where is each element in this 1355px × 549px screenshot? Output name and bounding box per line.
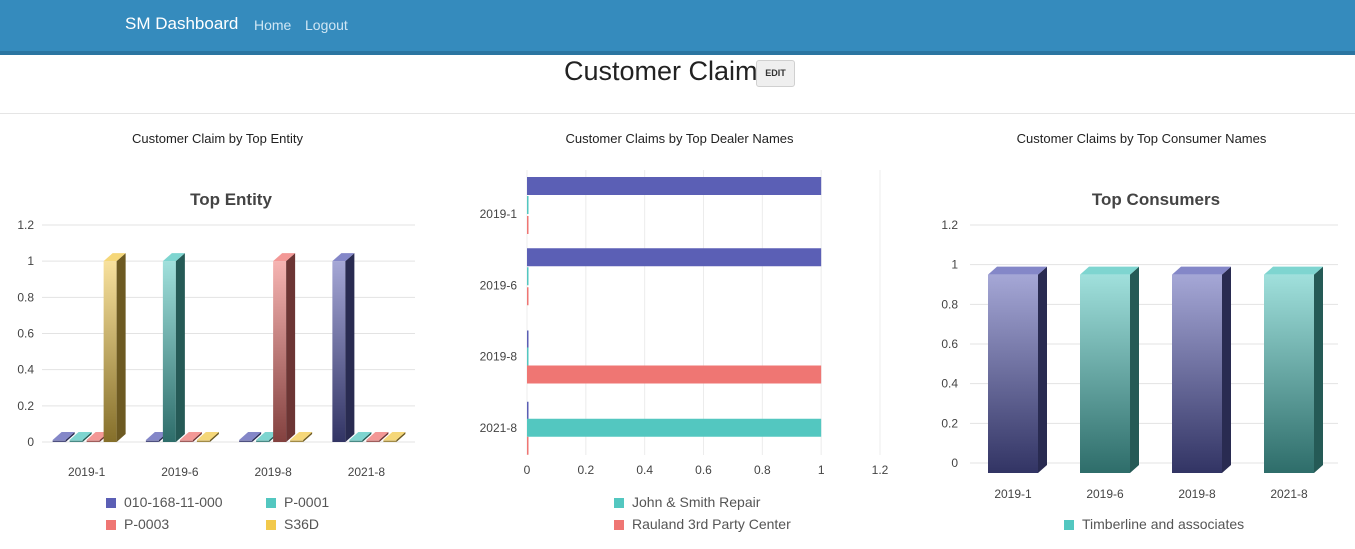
dealer-legend-item[interactable]: John & Smith Repair [614, 494, 760, 510]
x-tick-label: 2019-1 [994, 487, 1032, 501]
panel-title-dealer: Customer Claims by Top Dealer Names [565, 131, 794, 146]
dealer-bar [527, 330, 529, 349]
panel-title-consumer: Customer Claims by Top Consumer Names [1016, 131, 1267, 146]
dealer-bar [527, 267, 529, 286]
legend-label: 010-168-11-000 [124, 494, 223, 510]
entity-bar-chart: Top Entity 0 0.2 0.4 0.6 0.8 1 1.2 2019-1 2019-6 2… [17, 190, 415, 479]
navbar: SM Dashboard Home Logout [0, 0, 1355, 55]
x-tick-label: 1.2 [872, 463, 889, 477]
legend-swatch [266, 520, 276, 530]
x-tick-label: 0.6 [695, 463, 712, 477]
y-tick-label: 0.4 [941, 377, 958, 391]
dealer-bar [527, 287, 529, 306]
y-tick-label: 2019-6 [480, 278, 518, 292]
entity-legend-item[interactable]: P-0003 [106, 516, 169, 532]
y-tick-label: 0 [27, 435, 34, 449]
nav-home-link[interactable]: Home [254, 17, 292, 33]
y-tick-label: 1.2 [17, 218, 34, 232]
entity-legend-item[interactable]: 010-168-11-000 [106, 494, 223, 510]
entity-bar [162, 253, 185, 442]
entity-legend-item[interactable]: S36D [266, 516, 319, 532]
x-tick-label: 0.8 [754, 463, 771, 477]
dealer-bar [527, 216, 529, 234]
legend-label: S36D [284, 516, 320, 532]
consumer-bar-chart: Top Consumers 0 0.2 0.4 0.6 0.8 1 1.2 2019-1 2019… [941, 190, 1338, 501]
y-tick-label: 0.8 [941, 297, 958, 311]
entity-bar [366, 432, 389, 442]
dealer-bar [527, 401, 529, 420]
brand-link[interactable]: SM Dashboard [125, 14, 239, 33]
panel-title-entity: Customer Claim by Top Entity [132, 131, 303, 146]
dealer-bar [527, 196, 529, 214]
x-tick-label: 2019-8 [1178, 487, 1216, 501]
y-tick-label: 1 [951, 258, 958, 272]
nav-logout-link[interactable]: Logout [305, 17, 348, 33]
x-tick-label: 2019-6 [161, 465, 199, 479]
dealer-bar-chart: 0 0.2 0.4 0.6 0.8 1 1.2 2019-1 2019-6 2019-8 2021-… [480, 170, 889, 477]
dealer-bar [527, 248, 822, 267]
entity-bar [239, 432, 262, 442]
entity-bar [52, 432, 75, 442]
x-tick-label: 2019-6 [1086, 487, 1124, 501]
y-tick-label: 2021-8 [480, 421, 518, 435]
dealer-bar [527, 436, 529, 455]
entity-legend-item[interactable]: P-0001 [266, 494, 329, 510]
dealer-bar [527, 418, 822, 437]
legend-swatch [614, 498, 624, 508]
legend-label: Timberline and associates [1082, 516, 1245, 532]
chart-title: Top Entity [190, 190, 272, 209]
legend-label: P-0003 [124, 516, 170, 532]
y-tick-label: 0.4 [17, 363, 34, 377]
legend-swatch [614, 520, 624, 530]
entity-bar [179, 432, 202, 442]
consumer-bar [1264, 266, 1323, 473]
y-tick-label: 0.6 [941, 337, 958, 351]
entity-bar [69, 432, 92, 442]
entity-bar [103, 253, 126, 442]
legend-swatch [106, 498, 116, 508]
x-tick-label: 0.2 [577, 463, 594, 477]
consumer-bar [1172, 266, 1231, 473]
entity-bar [196, 432, 219, 442]
y-tick-label: 2019-1 [480, 207, 518, 221]
consumer-legend-item[interactable]: Timberline and associates [1064, 516, 1244, 532]
chart-title: Top Consumers [1092, 190, 1220, 209]
y-tick-label: 2019-8 [480, 350, 518, 364]
entity-bar [383, 432, 406, 442]
y-tick-label: 0.8 [17, 290, 34, 304]
x-tick-label: 2021-8 [348, 465, 386, 479]
entity-bar [273, 253, 296, 442]
x-tick-label: 0 [524, 463, 531, 477]
y-tick-label: 1 [27, 254, 34, 268]
header-divider [0, 113, 1355, 114]
legend-swatch [266, 498, 276, 508]
y-tick-label: 1.2 [941, 218, 958, 232]
legend-swatch [1064, 520, 1074, 530]
x-tick-label: 1 [818, 463, 825, 477]
x-tick-label: 2019-1 [68, 465, 106, 479]
x-tick-label: 0.4 [636, 463, 653, 477]
y-tick-label: 0.2 [941, 416, 958, 430]
dealer-bar [527, 365, 822, 384]
legend-swatch [106, 520, 116, 530]
legend-label: John & Smith Repair [632, 494, 761, 510]
legend-label: P-0001 [284, 494, 330, 510]
consumer-bar [1080, 266, 1139, 473]
y-tick-label: 0.2 [17, 399, 34, 413]
dealer-bar [527, 177, 822, 195]
dealer-bar [527, 347, 529, 366]
consumer-bar [988, 266, 1047, 473]
legend-label: Rauland 3rd Party Center [632, 516, 791, 532]
x-tick-label: 2019-8 [254, 465, 292, 479]
entity-bar [290, 432, 313, 442]
y-tick-label: 0.6 [17, 327, 34, 341]
entity-bar [332, 253, 355, 442]
dealer-legend-item[interactable]: Rauland 3rd Party Center [614, 516, 791, 532]
edit-button[interactable]: EDIT [756, 60, 795, 87]
y-tick-label: 0 [951, 456, 958, 470]
page-title: Customer Claim [564, 56, 758, 86]
x-tick-label: 2021-8 [1270, 487, 1308, 501]
entity-bar [349, 432, 372, 442]
